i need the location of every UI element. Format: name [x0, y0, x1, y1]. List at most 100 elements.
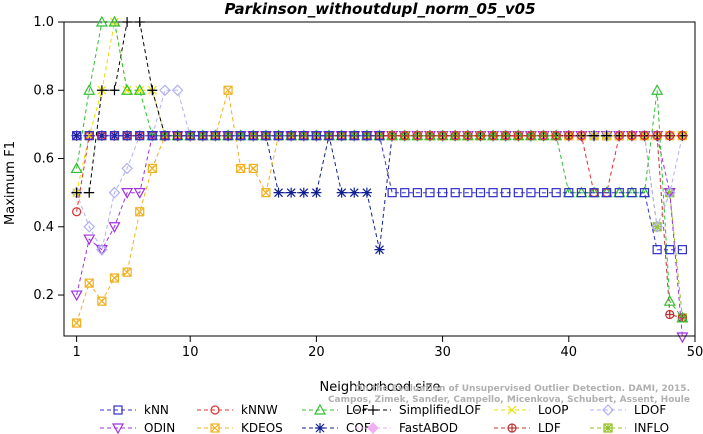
- watermark-line-2: Campos, Zimek, Sander, Campello, Micenko…: [328, 395, 690, 405]
- point-knn: [677, 245, 687, 255]
- point-knn: [273, 131, 284, 141]
- y-tick-label: 0.4: [33, 220, 54, 235]
- point-simplifiedlof: [589, 130, 600, 141]
- y-axis: 0.2 0.4 0.6 0.8 1.0: [33, 15, 64, 303]
- legend-item-cof: COF: [302, 421, 371, 434]
- series-line-simplifiedlof: [76, 21, 683, 194]
- legend-item-ldf: LDF: [494, 421, 561, 434]
- point-simplifiedlof: [147, 85, 158, 96]
- point-knnw: [513, 131, 523, 141]
- point-odin: [663, 188, 676, 199]
- legend-marker-fastabod: [367, 422, 379, 434]
- point-knn: [438, 188, 448, 198]
- point-knn: [109, 131, 120, 141]
- point-odin: [676, 332, 689, 344]
- legend-marker-knn: [113, 405, 123, 415]
- point-lof: [95, 15, 108, 27]
- point-knn: [450, 188, 460, 198]
- point-knnw: [438, 131, 448, 141]
- point-ldof: [171, 84, 184, 97]
- legend-marker-inflo: [603, 423, 613, 433]
- point-cof: [273, 187, 284, 198]
- chart-title: Parkinson_withoutdupl_norm_05_v05: [224, 0, 535, 18]
- point-knn: [488, 188, 498, 198]
- legend-label: INFLO: [634, 421, 669, 434]
- point-loop: [122, 85, 132, 95]
- point-knn: [172, 131, 183, 141]
- x-axis: 1 10 20 30 40 50: [72, 335, 703, 360]
- x-tick-label: 1: [72, 345, 80, 360]
- point-simplifiedlof: [109, 85, 120, 96]
- series-ldf: [72, 131, 687, 323]
- point-knnw: [639, 131, 650, 141]
- x-axis-label: Neighborhood size: [320, 380, 441, 395]
- point-knn: [185, 131, 195, 141]
- point-ldof: [159, 84, 171, 97]
- legend-label: kNN: [144, 403, 169, 417]
- point-knnw: [677, 131, 687, 141]
- point-knnw: [564, 131, 574, 141]
- point-knnw: [72, 207, 82, 217]
- point-cof: [96, 130, 107, 141]
- y-tick-label: 0.2: [33, 288, 54, 303]
- legend-marker-knnw: [210, 405, 220, 415]
- point-knn: [324, 131, 334, 141]
- point-knn: [210, 131, 221, 141]
- series-line-knn: [76, 135, 683, 251]
- point-knn: [337, 131, 347, 141]
- legend-item-knnw: kNNW: [197, 403, 278, 417]
- legend-label: kNNW: [241, 403, 278, 417]
- legend-marker-kdeos: [210, 423, 220, 433]
- series-line-ldf: [76, 135, 683, 319]
- point-ldf: [665, 309, 675, 320]
- point-knn: [576, 188, 587, 198]
- point-kdeos: [84, 278, 94, 288]
- series-line-loop: [76, 21, 683, 193]
- point-knnw: [463, 131, 473, 141]
- series-lof: [70, 15, 689, 323]
- point-cof: [311, 187, 322, 198]
- point-odin: [70, 290, 83, 302]
- point-knn: [374, 131, 385, 141]
- point-ldof: [121, 162, 133, 175]
- point-knn: [198, 131, 208, 141]
- point-knn: [513, 188, 523, 198]
- point-kdeos: [109, 273, 120, 283]
- point-lof: [651, 84, 664, 95]
- legend-marker-ldof: [602, 404, 614, 416]
- point-knn: [614, 188, 624, 198]
- point-kdeos: [147, 163, 157, 174]
- x-tick-label: 50: [687, 345, 703, 360]
- point-odin: [83, 234, 96, 246]
- series-simplifiedlof: [71, 17, 688, 198]
- y-axis-label: Maximum F1: [3, 141, 18, 225]
- point-knn: [84, 131, 94, 141]
- legend-label: FastABOD: [399, 421, 458, 434]
- series-knn: [72, 131, 687, 255]
- point-knnw: [614, 131, 624, 141]
- point-knn: [248, 131, 258, 141]
- point-knn: [147, 131, 157, 141]
- point-knn: [412, 188, 422, 198]
- legend-label: LDF: [538, 421, 561, 434]
- point-cof: [361, 187, 372, 198]
- y-tick-label: 0.8: [33, 83, 54, 98]
- legend-marker-lof: [313, 403, 327, 415]
- point-odin: [121, 188, 134, 199]
- point-kdeos: [97, 296, 107, 306]
- legend-label: LDOF: [634, 403, 666, 417]
- series-line-kdeos: [76, 90, 683, 324]
- point-cof: [374, 244, 385, 255]
- series-kdeos: [72, 85, 687, 328]
- legend-label: LoOP: [538, 403, 569, 417]
- point-lof: [663, 294, 676, 306]
- series-line-lof: [76, 21, 683, 319]
- point-knn: [286, 131, 296, 141]
- point-knn: [425, 188, 435, 198]
- point-ldof: [651, 220, 663, 233]
- point-knnw: [576, 131, 587, 141]
- point-knn: [236, 131, 246, 141]
- point-knn: [665, 245, 675, 255]
- legend-item-loop: LoOP: [494, 403, 569, 417]
